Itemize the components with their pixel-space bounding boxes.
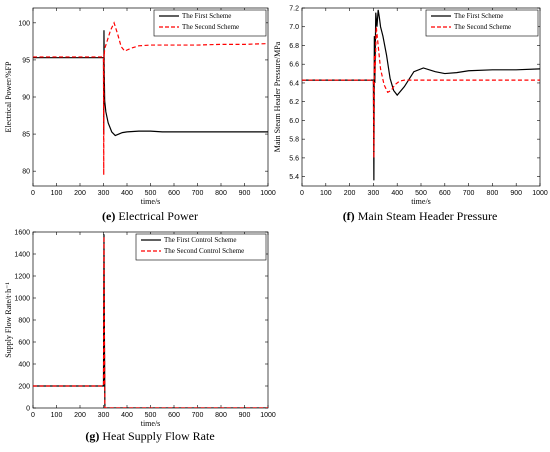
x-tick-label: 300 <box>98 190 110 197</box>
y-tick-label: 90 <box>22 95 30 102</box>
series-line-1 <box>302 26 540 158</box>
y-tick-label: 7.0 <box>289 24 299 31</box>
x-axis-label: time/s <box>411 197 431 206</box>
x-tick-label: 600 <box>439 190 451 197</box>
x-tick-label: 100 <box>51 190 63 197</box>
x-tick-label: 1000 <box>260 190 276 197</box>
x-tick-label: 100 <box>320 190 332 197</box>
x-tick-label: 500 <box>415 190 427 197</box>
x-tick-label: 500 <box>145 412 157 419</box>
x-tick-label: 600 <box>168 412 180 419</box>
chart-panel-2: 0 100 200 300 400 500 600 700 800 900 1000 0 200 400 6… <box>4 230 276 444</box>
legend-label: The Second Scheme <box>182 23 239 31</box>
x-tick-label: 900 <box>510 190 522 197</box>
plot-area <box>32 7 269 187</box>
x-tick-label: 300 <box>98 412 110 419</box>
y-axis-label: Supply Flow Rate/t·h⁻¹ <box>4 282 13 358</box>
x-tick-label: 600 <box>168 190 180 197</box>
y-tick-label: 85 <box>22 132 30 139</box>
x-tick-label: 800 <box>487 190 499 197</box>
y-tick-label: 5.4 <box>289 174 299 181</box>
x-tick-label: 800 <box>215 190 227 197</box>
x-tick-label: 0 <box>300 190 304 197</box>
y-tick-label: 400 <box>18 362 30 369</box>
x-tick-label: 700 <box>192 412 204 419</box>
legend-box <box>425 9 539 37</box>
y-tick-label: 1200 <box>14 274 30 281</box>
y-axis-label: Main Steam Header Pressure/MPa <box>273 41 282 152</box>
y-tick-label: 5.6 <box>289 155 299 162</box>
x-tick-label: 300 <box>368 190 380 197</box>
legend-label: The First Scheme <box>454 12 503 20</box>
x-tick-label: 1000 <box>260 412 276 419</box>
x-tick-label: 700 <box>192 190 204 197</box>
caption-title: Main Steam Header Pressure <box>355 209 498 223</box>
y-axis-label: Electrical Power/%FP <box>4 61 13 132</box>
x-tick-label: 400 <box>121 412 133 419</box>
x-tick-label: 800 <box>215 412 227 419</box>
x-axis-label: time/s <box>141 419 161 428</box>
y-tick-label: 0 <box>26 406 30 413</box>
y-tick-label: 1600 <box>14 230 30 237</box>
panel-caption: (e) Electrical Power <box>102 209 198 223</box>
x-axis-label: time/s <box>141 197 161 206</box>
y-tick-label: 6.6 <box>289 62 299 69</box>
y-tick-label: 80 <box>22 169 30 176</box>
x-tick-label: 400 <box>391 190 403 197</box>
x-tick-label: 0 <box>31 412 35 419</box>
x-tick-label: 200 <box>74 412 86 419</box>
legend-label: The Second Scheme <box>454 23 511 31</box>
plot-area <box>32 231 269 409</box>
series-line-1 <box>33 21 268 175</box>
panel-caption: (f) Main Steam Header Pressure <box>343 209 498 223</box>
y-tick-label: 600 <box>18 340 30 347</box>
y-tick-label: 5.8 <box>289 137 299 144</box>
caption-title: Heat Supply Flow Rate <box>99 429 214 443</box>
x-tick-label: 400 <box>121 190 133 197</box>
y-tick-label: 200 <box>18 384 30 391</box>
x-tick-label: 900 <box>239 190 251 197</box>
x-tick-label: 500 <box>145 190 157 197</box>
y-tick-label: 6.2 <box>289 99 299 106</box>
chart-panel-0: 0 100 200 300 400 500 600 700 800 900 1000 80 85 90 95… <box>4 7 276 223</box>
x-tick-label: 1000 <box>532 190 548 197</box>
caption-title: Electrical Power <box>115 209 198 223</box>
x-tick-label: 0 <box>31 190 35 197</box>
caption-letter: (f) <box>343 209 355 223</box>
series-line-1 <box>33 236 268 408</box>
y-tick-label: 100 <box>18 20 30 27</box>
caption-letter: (e) <box>102 209 115 223</box>
x-tick-label: 700 <box>463 190 475 197</box>
x-tick-label: 200 <box>344 190 356 197</box>
panel-caption: (g) Heat Supply Flow Rate <box>85 429 214 443</box>
y-tick-label: 1400 <box>14 252 30 259</box>
legend-label: The First Control Scheme <box>164 236 237 244</box>
legend-label: The First Scheme <box>182 12 231 20</box>
y-tick-label: 7.2 <box>289 6 299 13</box>
chart-panel-1: 0 100 200 300 400 500 600 700 800 900 1000 5.4 5.6 5.… <box>273 6 548 224</box>
x-tick-label: 900 <box>239 412 251 419</box>
legend-label: The Second Control Scheme <box>164 247 244 255</box>
y-tick-label: 6.0 <box>289 118 299 125</box>
plot-area <box>301 7 541 187</box>
y-tick-label: 1000 <box>14 296 30 303</box>
legend-box <box>135 233 267 261</box>
legend-box <box>153 9 267 37</box>
y-tick-label: 6.4 <box>289 80 299 87</box>
x-tick-label: 100 <box>51 412 63 419</box>
x-tick-label: 200 <box>74 190 86 197</box>
y-tick-label: 6.8 <box>289 43 299 50</box>
caption-letter: (g) <box>85 429 99 443</box>
y-tick-label: 800 <box>18 318 30 325</box>
y-tick-label: 95 <box>22 57 30 64</box>
